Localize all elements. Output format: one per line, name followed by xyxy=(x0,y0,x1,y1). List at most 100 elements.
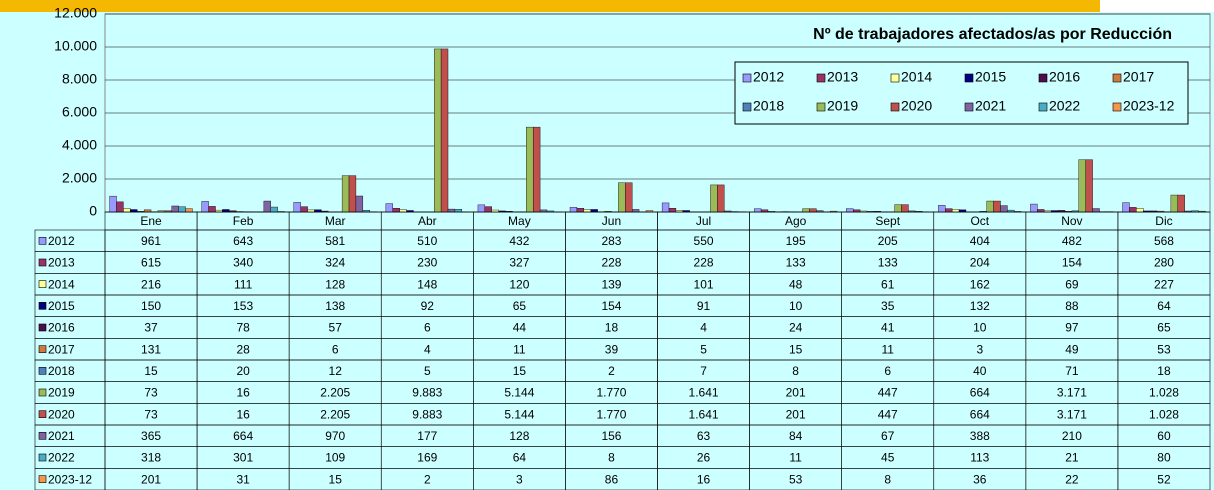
legend-key xyxy=(38,388,47,397)
bar xyxy=(852,209,861,213)
table-row-label: 2017 xyxy=(48,342,75,356)
table-value: 195 xyxy=(786,234,806,248)
bar xyxy=(958,209,967,213)
table-value: 80 xyxy=(1157,451,1171,465)
table-value: 18 xyxy=(605,321,619,335)
table-value: 15 xyxy=(144,364,158,378)
table-value: 643 xyxy=(233,234,253,248)
table-value: 447 xyxy=(878,407,898,421)
bar xyxy=(392,208,400,213)
table-value: 5.144 xyxy=(504,407,534,421)
table-value: 1.028 xyxy=(1149,386,1179,400)
legend-key xyxy=(38,345,47,353)
table-value: 71 xyxy=(1065,364,1079,378)
table-value: 365 xyxy=(141,429,161,443)
table-value: 9.883 xyxy=(412,386,442,400)
table-value: 201 xyxy=(786,386,806,400)
table-value: 210 xyxy=(1062,429,1082,443)
table-value: 8 xyxy=(608,451,615,465)
bar xyxy=(109,195,117,213)
bar xyxy=(263,200,271,213)
bar xyxy=(293,202,301,213)
table-value: 3 xyxy=(516,472,523,486)
table-row-label: 2018 xyxy=(48,364,75,378)
legend-key xyxy=(38,258,47,267)
table-value: 205 xyxy=(878,234,898,248)
bar xyxy=(314,209,322,213)
table-value: 101 xyxy=(694,277,714,291)
table-value: 447 xyxy=(878,386,898,400)
y-tick-label: 4.000 xyxy=(62,137,97,153)
y-tick-label: 6.000 xyxy=(62,104,97,120)
table-value: 3 xyxy=(976,342,983,356)
legend-swatch xyxy=(816,73,826,83)
table-value: 280 xyxy=(1154,256,1174,270)
table-value: 301 xyxy=(233,451,253,465)
bar xyxy=(1000,205,1008,213)
bar xyxy=(993,200,1001,213)
table-value: 550 xyxy=(694,234,714,248)
table-value: 128 xyxy=(325,277,345,291)
table-row-label: 2021 xyxy=(48,429,75,443)
table-value: 60 xyxy=(1157,429,1171,443)
bar xyxy=(1122,202,1130,213)
legend-swatch xyxy=(964,102,974,112)
table-value: 482 xyxy=(1062,234,1082,248)
table-value: 154 xyxy=(1062,256,1082,270)
table-value: 57 xyxy=(329,321,343,335)
legend-key xyxy=(38,237,47,245)
legend-label: 2016 xyxy=(1049,69,1080,85)
bar xyxy=(484,206,492,213)
table-cell xyxy=(1117,468,1211,490)
table-row-label: 2015 xyxy=(48,299,75,313)
table-value: 35 xyxy=(881,299,895,313)
table-value: 18 xyxy=(1157,364,1171,378)
legend-label: 2013 xyxy=(827,69,858,85)
table-value: 128 xyxy=(509,429,529,443)
table-value: 204 xyxy=(970,256,990,270)
table-value: 92 xyxy=(421,299,435,313)
table-value: 154 xyxy=(601,299,621,313)
table-value: 113 xyxy=(970,451,989,465)
table-value: 1.641 xyxy=(689,407,719,421)
table-value: 5.144 xyxy=(504,386,534,400)
table-row-label: 2016 xyxy=(48,321,75,335)
table-value: 1.028 xyxy=(1149,407,1179,421)
table-value: 961 xyxy=(141,234,161,248)
table-value: 318 xyxy=(141,451,161,465)
table-value: 1.770 xyxy=(596,386,626,400)
bar xyxy=(178,206,186,213)
table-value: 8 xyxy=(792,364,799,378)
table-value: 64 xyxy=(513,451,527,465)
legend-key xyxy=(38,453,47,462)
legend-label: 2020 xyxy=(901,98,932,114)
table-value: 12 xyxy=(329,364,343,378)
legend-key xyxy=(38,432,47,440)
table-value: 510 xyxy=(417,234,437,248)
legend-swatch xyxy=(1038,102,1048,112)
table-value: 4 xyxy=(424,342,431,356)
bar xyxy=(894,204,902,213)
table-value: 2.205 xyxy=(320,407,350,421)
bar xyxy=(710,184,718,213)
legend-key xyxy=(38,323,47,332)
table-value: 52 xyxy=(1157,472,1171,486)
table-row-label: 2013 xyxy=(48,256,75,270)
table-value: 388 xyxy=(970,429,990,443)
table-value: 156 xyxy=(601,429,621,443)
table-value: 177 xyxy=(417,429,437,443)
table-value: 24 xyxy=(789,321,803,335)
x-tick-label: Mar xyxy=(325,214,346,228)
table-value: 2.205 xyxy=(320,386,350,400)
top-strip xyxy=(0,0,1100,12)
table-value: 8 xyxy=(884,472,891,486)
bar xyxy=(399,209,407,213)
table-value: 230 xyxy=(417,256,437,270)
bar xyxy=(123,208,131,213)
bar xyxy=(385,203,393,213)
table-value: 201 xyxy=(786,407,806,421)
table-value: 138 xyxy=(325,299,345,313)
table-value: 91 xyxy=(697,299,711,313)
table-value: 227 xyxy=(1154,277,1174,291)
legend-label: 2014 xyxy=(901,69,932,85)
